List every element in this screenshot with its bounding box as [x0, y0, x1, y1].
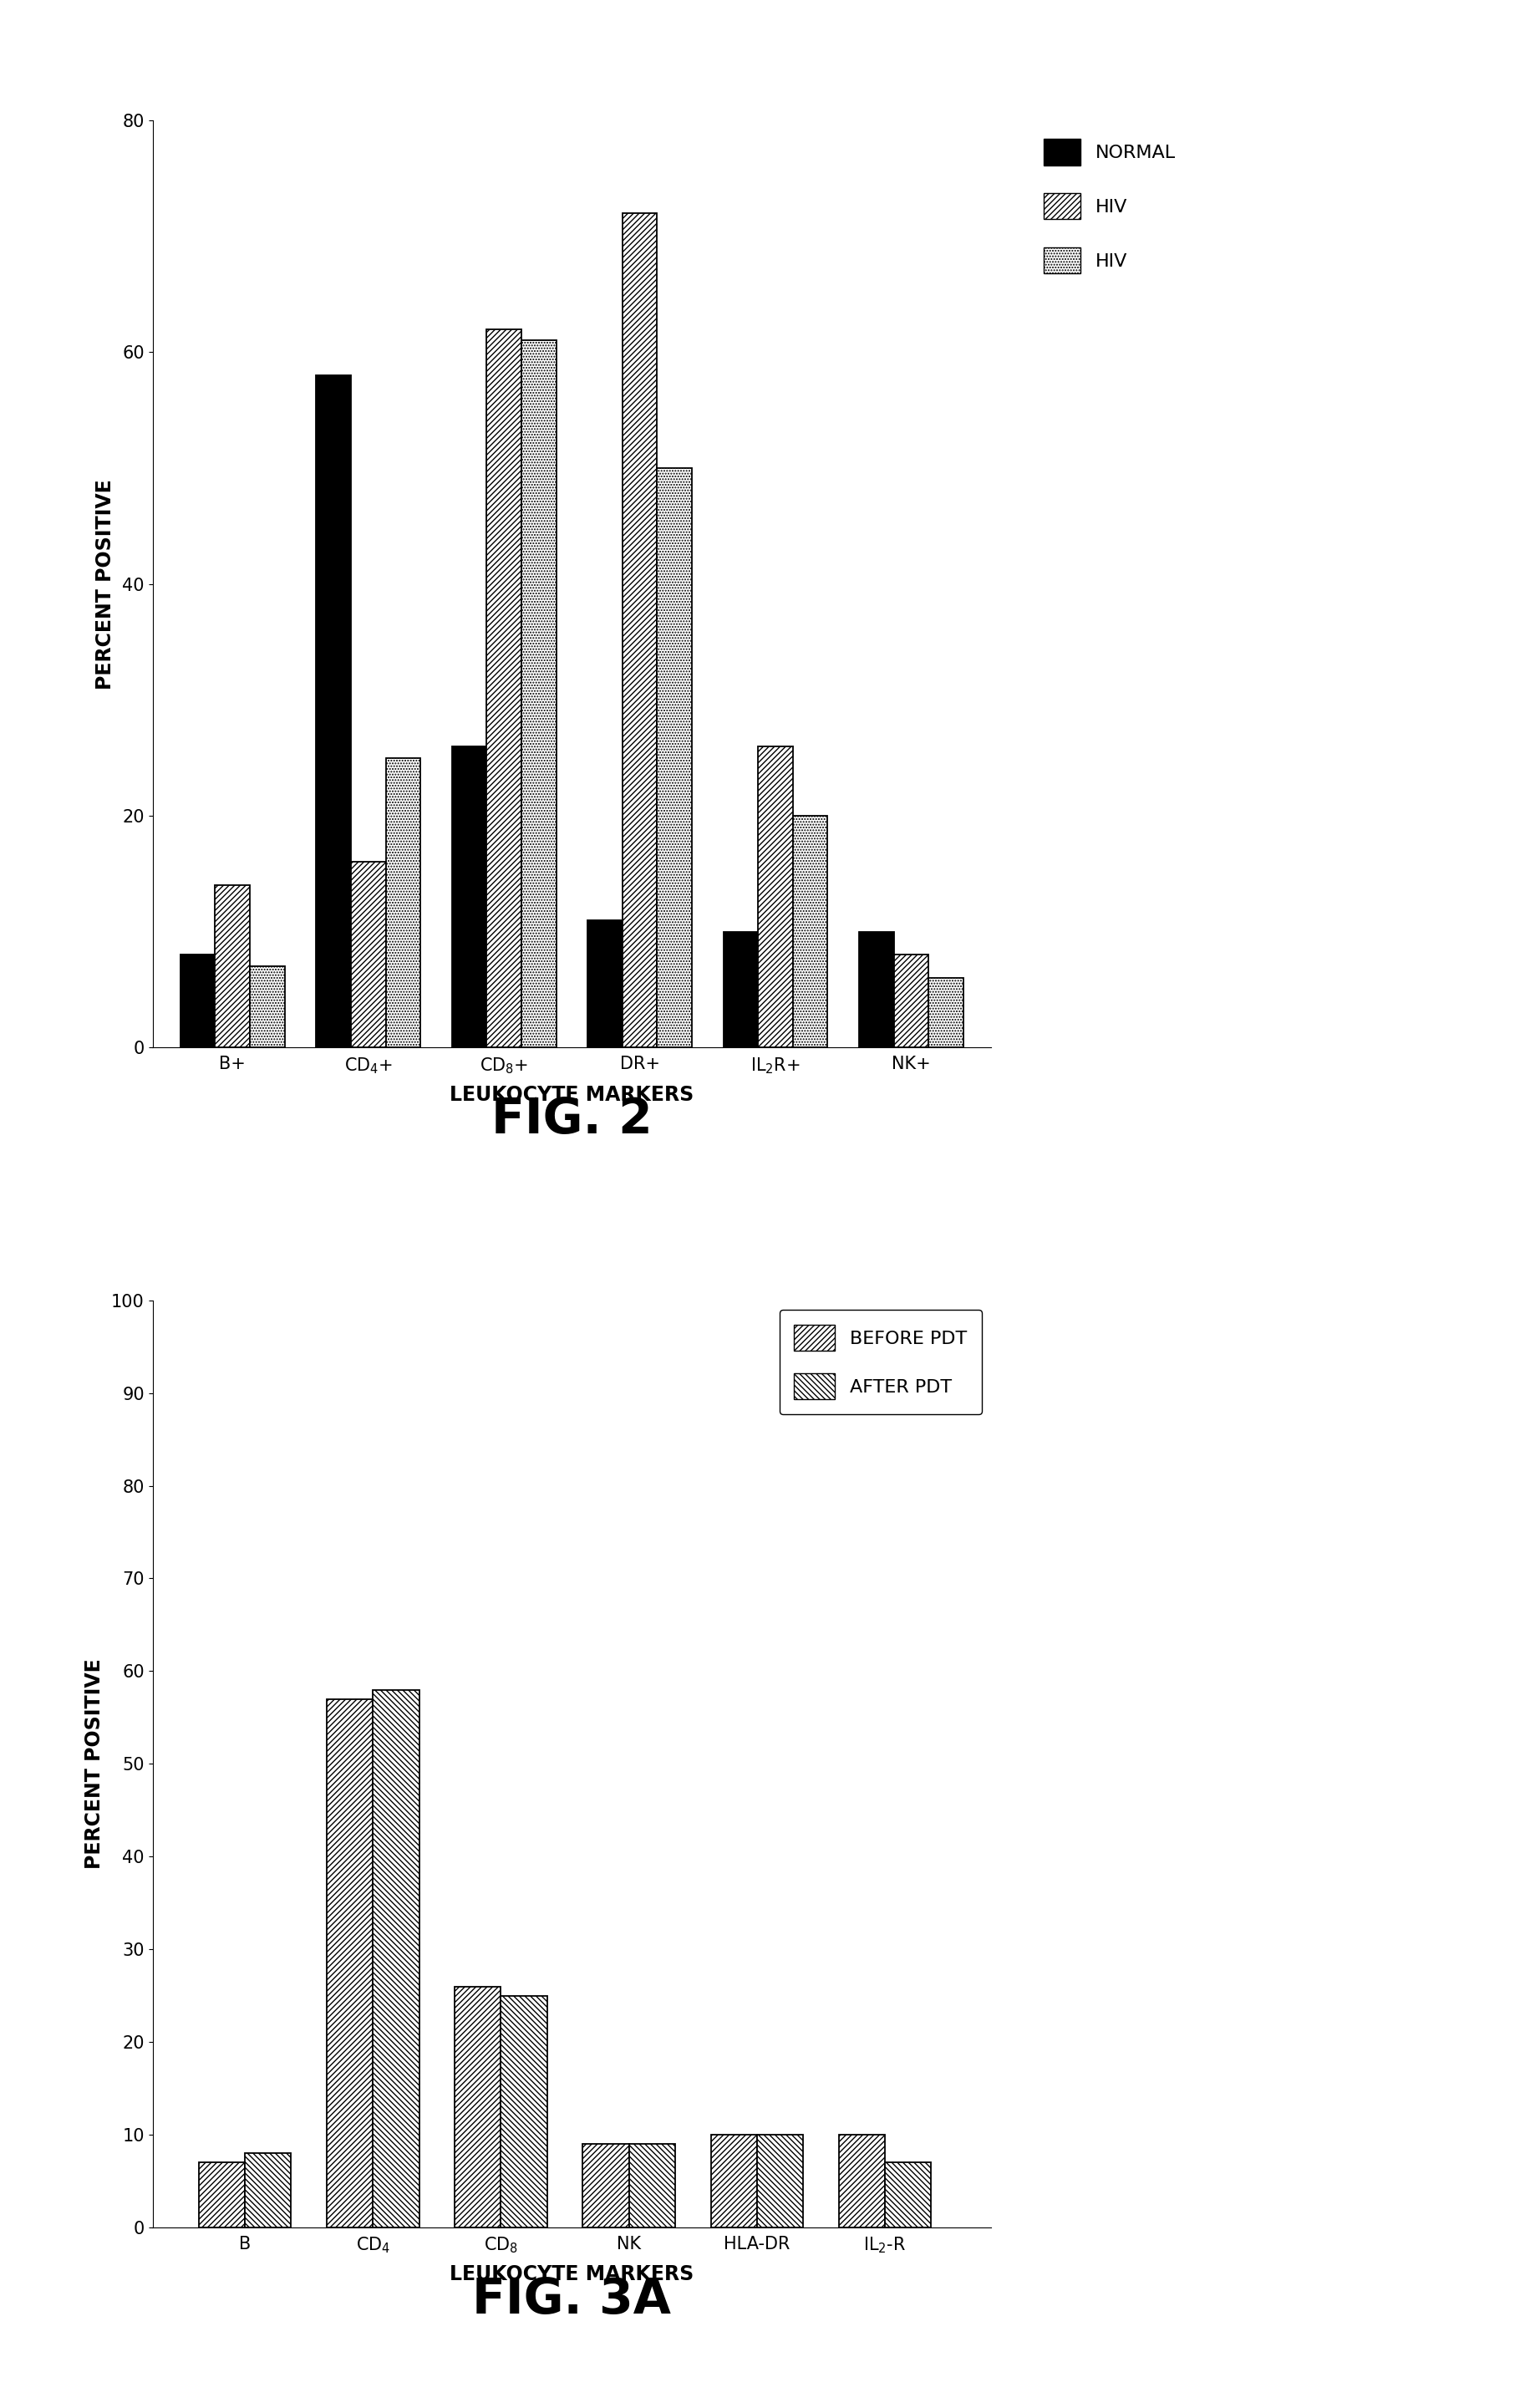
Bar	[451, 746, 486, 1047]
Bar	[374, 1690, 419, 2227]
Bar	[215, 886, 250, 1047]
Bar	[723, 932, 758, 1047]
Bar	[758, 746, 793, 1047]
Text: FIG. 2: FIG. 2	[491, 1096, 653, 1144]
Bar	[756, 2136, 804, 2227]
Bar	[894, 956, 929, 1047]
Bar	[622, 214, 657, 1047]
Bar	[884, 2162, 932, 2227]
Bar	[180, 956, 215, 1047]
Bar	[628, 2143, 676, 2227]
X-axis label: LEUKOCYTE MARKERS: LEUKOCYTE MARKERS	[450, 2264, 694, 2285]
Legend: NORMAL, HIV, HIV: NORMAL, HIV, HIV	[1034, 130, 1185, 282]
Bar	[198, 2162, 246, 2227]
Y-axis label: PERCENT POSITIVE: PERCENT POSITIVE	[84, 1659, 104, 1869]
Bar	[711, 2136, 756, 2227]
Bar	[859, 932, 894, 1047]
Bar	[500, 1996, 547, 2227]
Bar	[454, 1987, 500, 2227]
Bar	[250, 966, 285, 1047]
Bar	[351, 862, 386, 1047]
Y-axis label: PERCENT POSITIVE: PERCENT POSITIVE	[95, 479, 116, 689]
Text: FIG. 3A: FIG. 3A	[473, 2276, 671, 2324]
Bar	[657, 467, 692, 1047]
Bar	[326, 1700, 374, 2227]
Bar	[246, 2153, 291, 2227]
Bar	[929, 978, 964, 1047]
Bar	[583, 2143, 628, 2227]
Bar	[793, 816, 828, 1047]
Bar	[386, 759, 421, 1047]
X-axis label: LEUKOCYTE MARKERS: LEUKOCYTE MARKERS	[450, 1084, 694, 1105]
Bar	[316, 376, 351, 1047]
Bar	[522, 340, 557, 1047]
Bar	[839, 2136, 884, 2227]
Bar	[486, 330, 522, 1047]
Legend: BEFORE PDT, AFTER PDT: BEFORE PDT, AFTER PDT	[779, 1310, 982, 1413]
Bar	[587, 920, 622, 1047]
